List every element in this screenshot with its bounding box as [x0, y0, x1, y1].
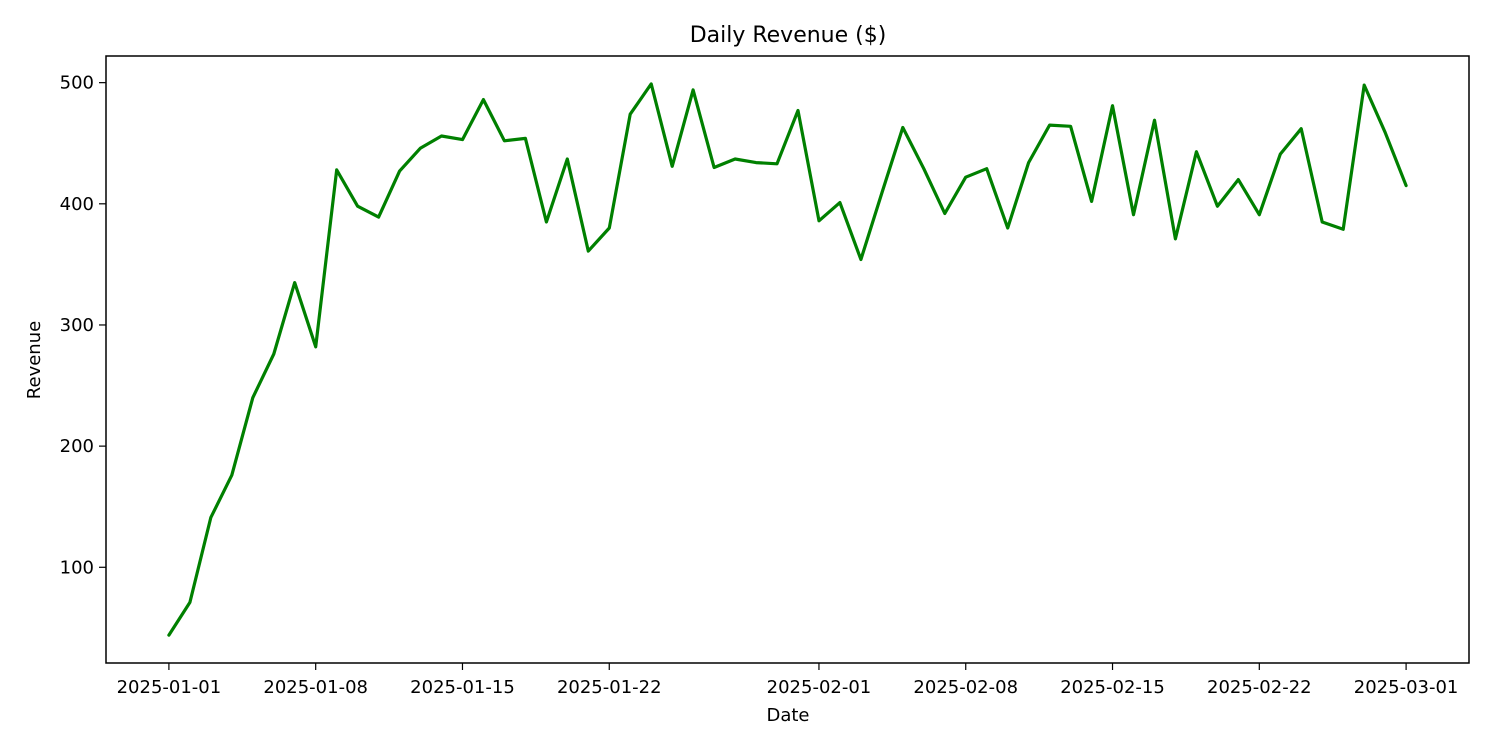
y-tick-label: 100 [60, 557, 94, 578]
revenue-series-line [167, 82, 1408, 637]
y-tick-label: 400 [60, 194, 94, 215]
x-axis-label: Date [766, 705, 809, 726]
chart-title: Daily Revenue ($) [690, 23, 887, 48]
x-tick-label: 2025-01-22 [557, 677, 662, 698]
x-tick-label: 2025-03-01 [1354, 677, 1459, 698]
x-tick-label: 2025-02-08 [913, 677, 1018, 698]
y-tick-label: 500 [60, 73, 94, 94]
x-tick-label: 2025-01-01 [117, 677, 222, 698]
x-tick-label: 2025-01-15 [410, 677, 515, 698]
plot-area [105, 55, 1470, 664]
x-axis: 2025-01-01 2025-01-08 2025-01-15 2025-01-22… [117, 663, 1459, 698]
x-tick-label: 2025-02-01 [767, 677, 872, 698]
x-tick-label: 2025-02-22 [1207, 677, 1312, 698]
y-axis-label: Revenue [24, 321, 45, 399]
y-axis: 100 200 300 400 500 [60, 73, 106, 578]
y-tick-label: 200 [60, 436, 94, 457]
series-layer [167, 82, 1408, 637]
y-tick-label: 300 [60, 315, 94, 336]
x-tick-label: 2025-02-15 [1060, 677, 1165, 698]
x-tick-label: 2025-01-08 [263, 677, 368, 698]
